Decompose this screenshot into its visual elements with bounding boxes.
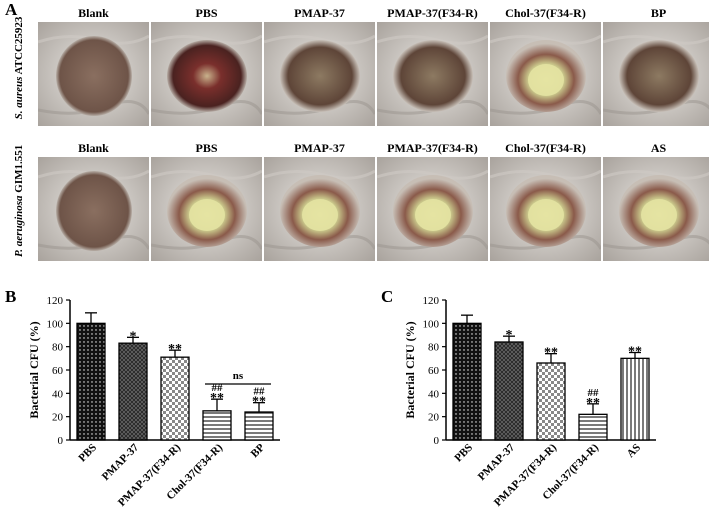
y-tick-label: 0 <box>434 435 440 447</box>
photo-label: PBS <box>195 6 218 20</box>
y-tick-label: 40 <box>428 388 440 400</box>
photo-label: PBS <box>195 141 218 155</box>
wound-photo <box>38 157 149 261</box>
y-tick-label: 20 <box>52 412 64 424</box>
wound-photo <box>151 157 262 261</box>
photo-cell: Blank <box>38 139 149 261</box>
photo-cell: PBS <box>151 4 262 126</box>
bar <box>452 322 482 441</box>
photo-cell: AS <box>603 139 709 261</box>
significance-mark-hash: ## <box>254 386 266 398</box>
significance-mark: ** <box>168 342 182 357</box>
y-tick-label: 100 <box>47 318 64 330</box>
wound-photo <box>603 157 709 261</box>
photo-cell: Chol-37(F34-R) <box>490 4 601 126</box>
x-tick-label: PBS <box>76 442 99 465</box>
bar <box>494 341 524 441</box>
y-tick-label: 60 <box>52 365 64 377</box>
photo-label: Blank <box>78 141 109 155</box>
photo-cell: BP <box>603 4 709 126</box>
row2-organism-label: P. aeruginosa GIM1.551 <box>13 144 25 257</box>
wound-photo <box>377 22 488 126</box>
photo-cell: Chol-37(F34-R) <box>490 139 601 261</box>
photo-row-s-aureus: Blank PBS PMAP-37 PMAP-37(F34-R) Chol-37… <box>38 4 709 126</box>
x-tick-label: AS <box>625 442 643 460</box>
photo-cell: Blank <box>38 4 149 126</box>
bar <box>244 411 274 441</box>
x-tick-label: PMAP-37 <box>100 441 142 483</box>
comparison-label: ns <box>233 370 244 382</box>
photo-label: PMAP-37 <box>294 141 345 155</box>
photo-cell: PMAP-37(F34-R) <box>377 139 488 261</box>
significance-mark: ** <box>210 391 224 406</box>
y-tick-label: 80 <box>52 342 64 354</box>
wound-photo <box>264 22 375 126</box>
wound-photo <box>603 22 709 126</box>
bar <box>160 356 190 441</box>
photo-label: PMAP-37 <box>294 6 345 20</box>
y-tick-label: 120 <box>47 295 64 307</box>
panel-b-letter: B <box>5 287 17 306</box>
y-tick-label: 100 <box>423 318 440 330</box>
y-tick-label: 80 <box>428 342 440 354</box>
panel-a-letter: A <box>5 0 18 19</box>
photo-label: PMAP-37(F34-R) <box>387 6 478 20</box>
significance-mark: ** <box>628 345 642 360</box>
y-tick-label: 0 <box>58 435 64 447</box>
significance-mark: * <box>506 328 513 343</box>
bar <box>620 357 650 441</box>
x-tick-label: PBS <box>452 442 475 465</box>
wound-photo <box>38 22 149 126</box>
photo-label: Blank <box>78 6 109 20</box>
photo-row-p-aeruginosa: Blank PBS PMAP-37 PMAP-37(F34-R) Chol-37… <box>38 139 709 261</box>
wound-photo <box>377 157 488 261</box>
y-tick-label: 20 <box>428 412 440 424</box>
y-axis-label: Bacterial CFU (%) <box>403 321 417 418</box>
row1-organism-label: S. aureus ATCC25923 <box>13 16 25 120</box>
panel-c-letter: C <box>381 287 394 306</box>
photo-cell: PMAP-37(F34-R) <box>377 4 488 126</box>
significance-mark-hash: ## <box>212 382 224 394</box>
photo-cell: PMAP-37 <box>264 4 375 126</box>
y-tick-label: 40 <box>52 388 64 400</box>
y-tick-label: 120 <box>423 295 440 307</box>
photo-label: Chol-37(F34-R) <box>505 6 586 20</box>
wound-photo <box>490 22 601 126</box>
y-tick-label: 60 <box>428 365 440 377</box>
bar <box>202 410 232 441</box>
chart-c: 0 20 40 60 80 100 120 Bacterial CFU (%) PBS * PMAP… <box>403 295 656 509</box>
y-axis-label: Bacterial CFU (%) <box>27 321 41 418</box>
significance-mark: ** <box>252 395 266 410</box>
significance-mark: ** <box>586 396 600 411</box>
wound-photo <box>264 157 375 261</box>
photo-cell: PMAP-37 <box>264 139 375 261</box>
bar <box>536 362 566 441</box>
significance-mark-hash: ## <box>588 387 600 399</box>
photo-cell: PBS <box>151 139 262 261</box>
photo-label: PMAP-37(F34-R) <box>387 141 478 155</box>
photo-label: BP <box>650 6 667 20</box>
photo-label: Chol-37(F34-R) <box>505 141 586 155</box>
bar <box>76 322 106 441</box>
bar <box>578 413 608 441</box>
significance-mark: ** <box>544 346 558 361</box>
wound-photo <box>151 22 262 126</box>
bar <box>118 342 148 441</box>
chart-b: 0 20 40 60 80 100 120 Bacterial CFU (%) PBS * PMAP… <box>27 295 280 509</box>
x-tick-label: BP <box>249 441 268 460</box>
x-tick-label: PMAP-37 <box>476 441 518 483</box>
significance-mark: * <box>130 329 137 344</box>
wound-photo <box>490 157 601 261</box>
photo-label: AS <box>650 141 667 155</box>
